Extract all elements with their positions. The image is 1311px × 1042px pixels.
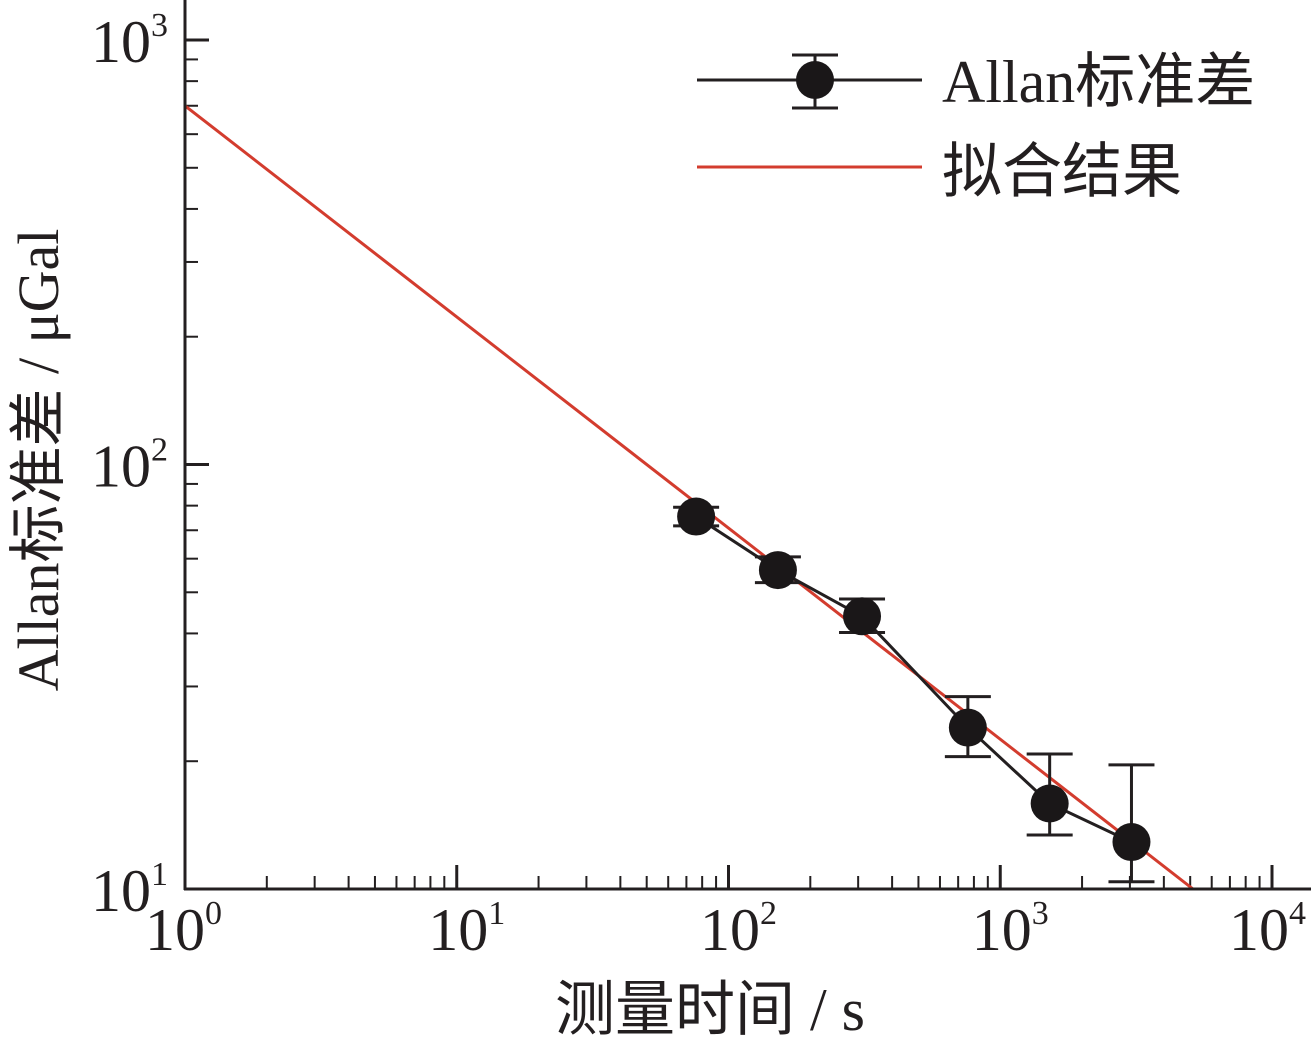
- x-tick-label: 102: [700, 895, 777, 963]
- data-layer: [673, 497, 1155, 884]
- fit-layer: [184, 104, 1194, 891]
- y-axis-title: Allan标准差 / μGal: [6, 229, 71, 692]
- x-tick-label: 103: [972, 895, 1049, 963]
- legend-label-allan: Allan标准差: [942, 49, 1255, 115]
- y-tick-label: 103: [91, 7, 168, 75]
- x-tick-label: 100: [145, 895, 222, 963]
- legend-marker-allan: [796, 61, 834, 99]
- data-point: [1112, 823, 1151, 862]
- legend: Allan标准差 拟合结果: [697, 49, 1255, 205]
- data-point: [758, 551, 797, 590]
- fit-line: [184, 104, 1194, 891]
- data-point: [677, 497, 716, 536]
- legend-label-fit: 拟合结果: [942, 139, 1182, 205]
- major-ticks: [183, 38, 1274, 891]
- minor-ticks: [185, 58, 1261, 889]
- y-tick-label: 101: [91, 856, 168, 924]
- data-point: [1030, 784, 1069, 823]
- x-tick-label: 101: [428, 895, 505, 963]
- x-tick-label: 104: [1229, 895, 1306, 963]
- y-tick-label: 102: [91, 432, 168, 500]
- data-point: [843, 597, 882, 636]
- x-axis-title: 测量时间 / s: [555, 977, 865, 1042]
- data-point: [948, 708, 987, 747]
